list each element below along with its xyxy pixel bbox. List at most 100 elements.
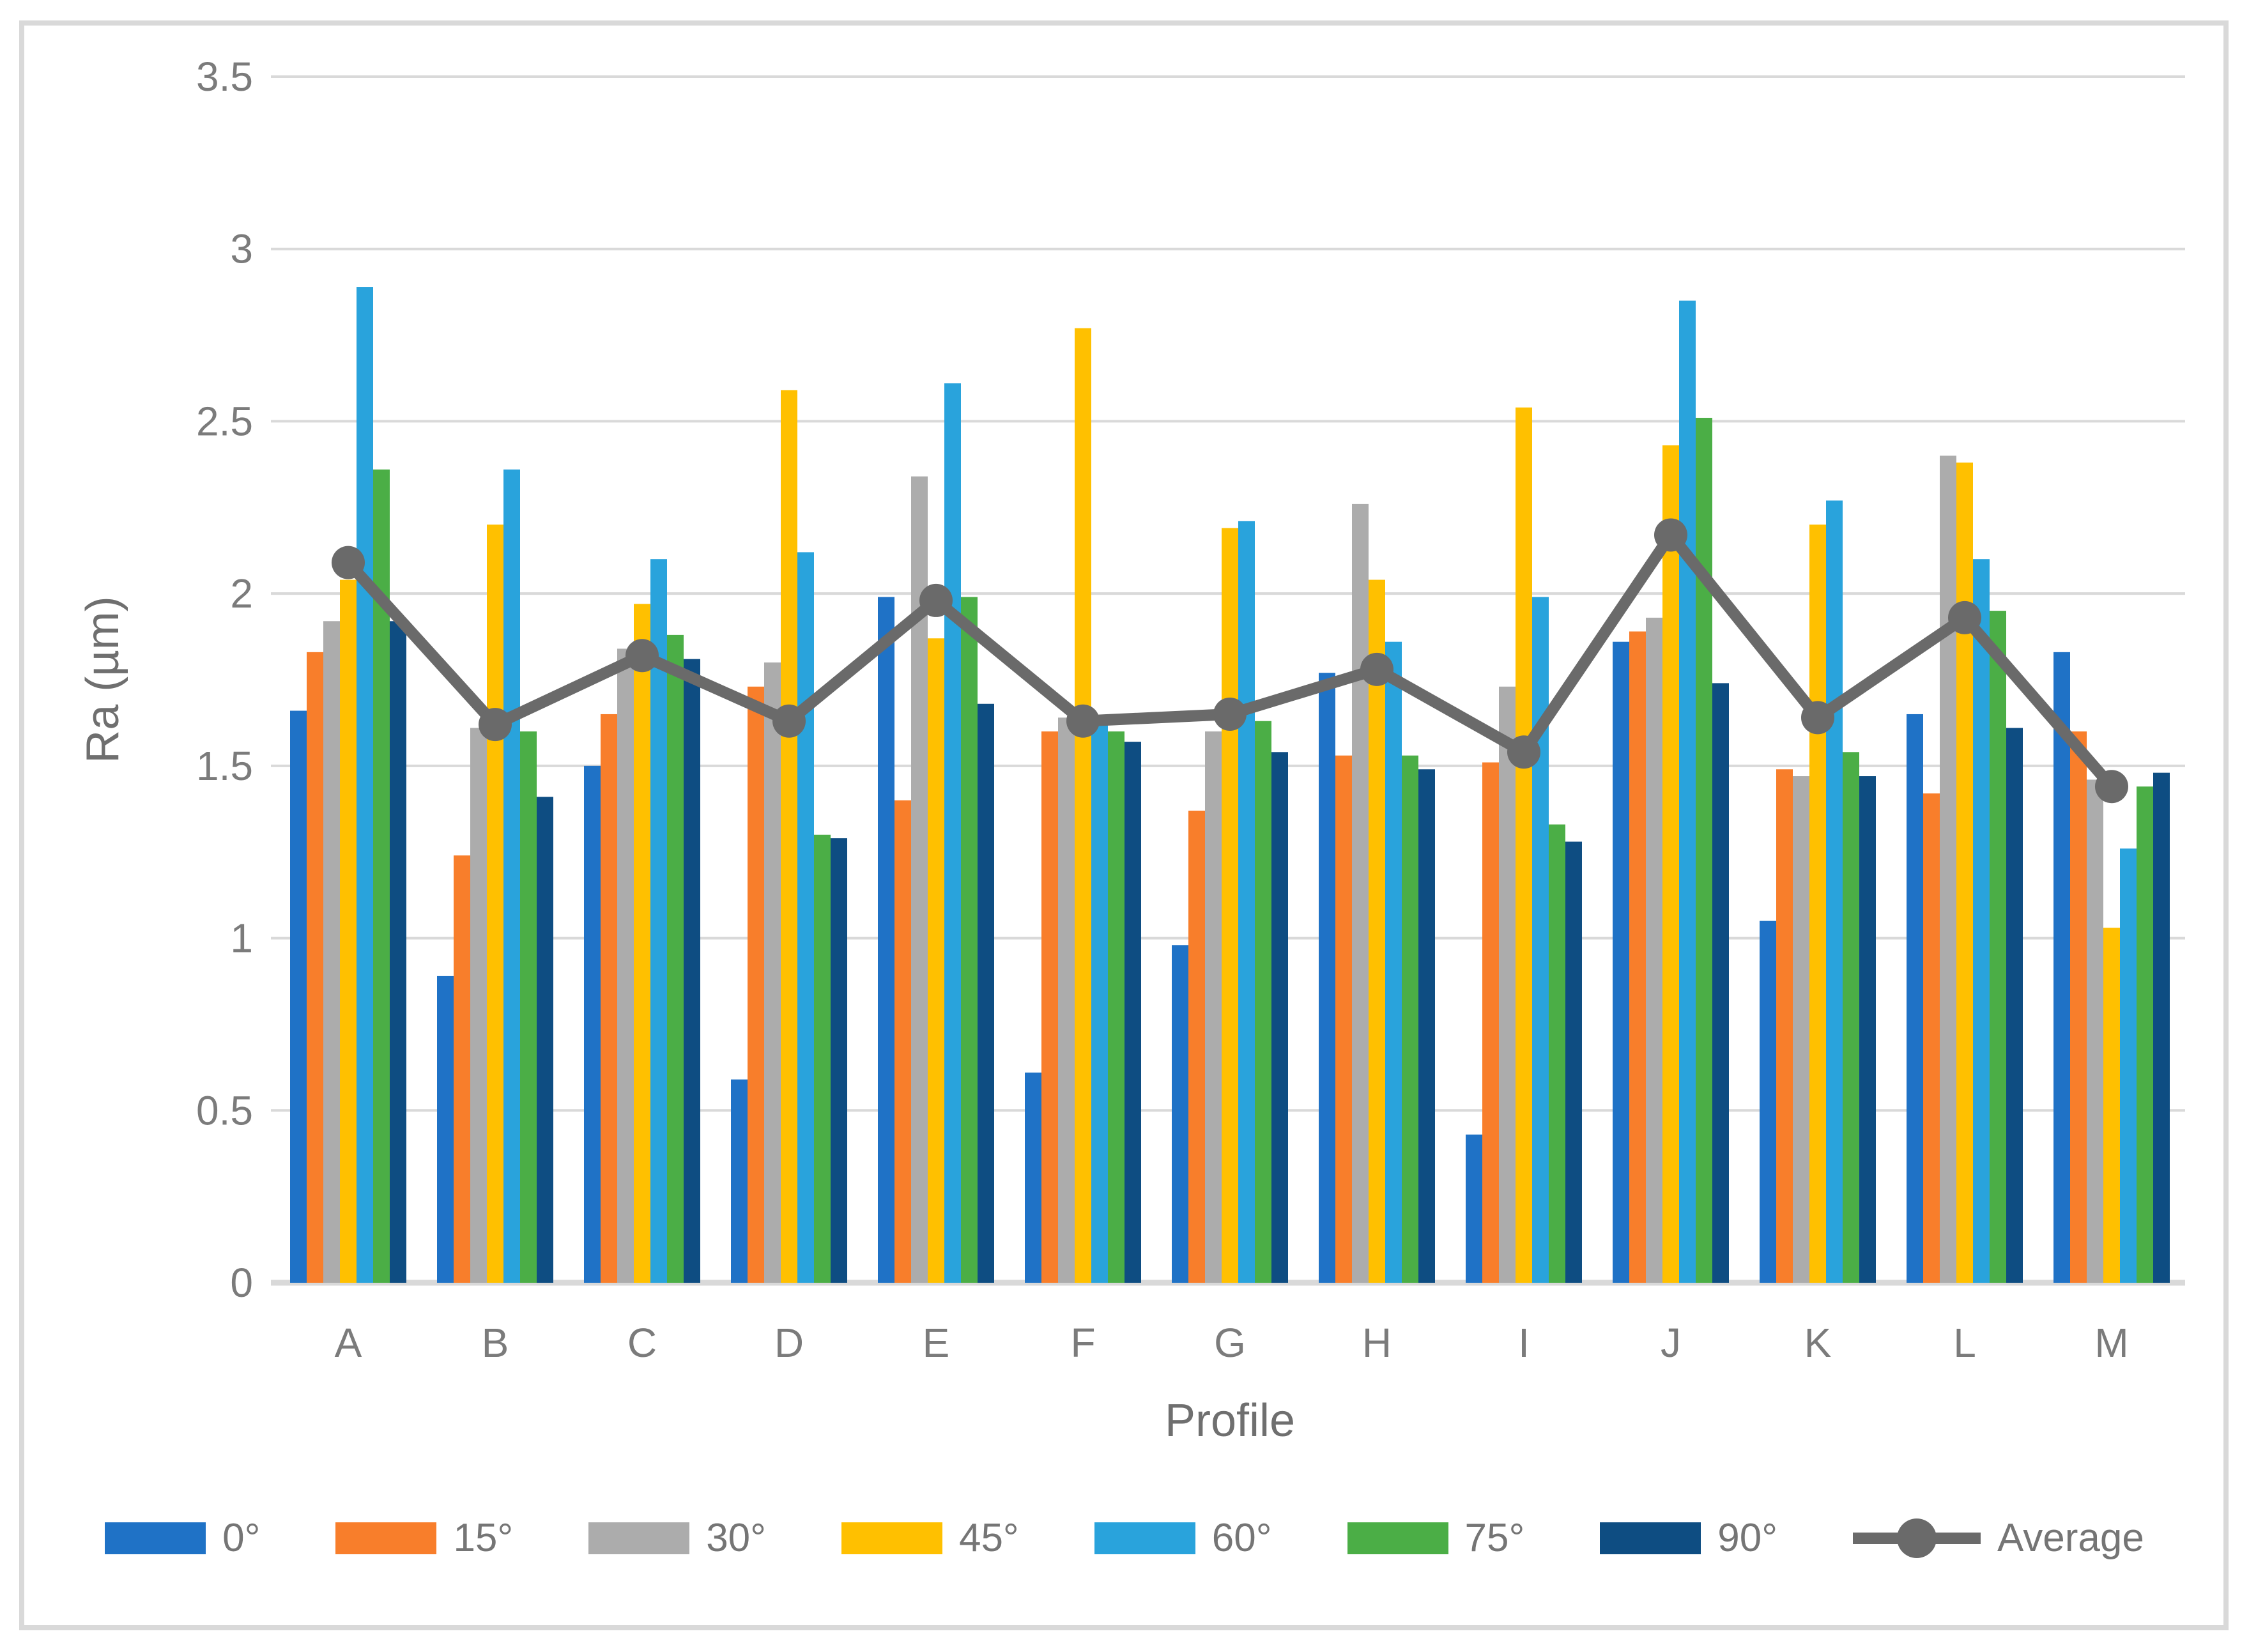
bar-30°-K bbox=[1793, 776, 1809, 1283]
bar-60°-H bbox=[1385, 641, 1402, 1283]
average-marker-K bbox=[1801, 701, 1834, 735]
x-category-label-C: C bbox=[627, 1320, 657, 1366]
bar-15°-I bbox=[1482, 762, 1499, 1283]
x-category-label-B: B bbox=[482, 1320, 509, 1366]
bar-15°-L bbox=[1923, 793, 1940, 1283]
x-category-label-G: G bbox=[1214, 1320, 1246, 1366]
y-tick-label: 3 bbox=[230, 226, 253, 272]
bar-45°-D bbox=[781, 390, 797, 1283]
y-tick-label: 1 bbox=[230, 915, 253, 961]
bar-15°-H bbox=[1335, 755, 1352, 1283]
bar-60°-M bbox=[2120, 848, 2137, 1283]
x-category-label-F: F bbox=[1070, 1320, 1095, 1366]
bar-75°-I bbox=[1549, 824, 1565, 1283]
bar-15°-G bbox=[1188, 810, 1205, 1283]
legend-item-60°: 60° bbox=[1094, 1515, 1272, 1561]
average-marker-F bbox=[1066, 704, 1100, 738]
bar-60°-K bbox=[1826, 500, 1843, 1283]
x-axis-title: Profile bbox=[1165, 1395, 1295, 1446]
legend-swatch-45° bbox=[841, 1522, 942, 1554]
legend-item-90°: 90° bbox=[1600, 1515, 1777, 1561]
bar-0°-E bbox=[878, 597, 894, 1283]
y-tick-labels: 0 0.5 1 1.5 2 2.5 3 3.5 bbox=[196, 54, 253, 1306]
bar-90°-B bbox=[537, 797, 553, 1283]
legend-swatch-90° bbox=[1600, 1522, 1701, 1554]
bar-30°-M bbox=[2087, 779, 2103, 1283]
legend-swatch-15° bbox=[335, 1522, 437, 1554]
average-marker-B bbox=[479, 708, 512, 742]
bar-15°-E bbox=[894, 800, 911, 1283]
bar-30°-A bbox=[323, 621, 340, 1283]
y-tick-label: 3.5 bbox=[196, 54, 253, 100]
bar-45°-E bbox=[928, 638, 944, 1283]
bar-45°-C bbox=[634, 604, 650, 1283]
legend-label-15°: 15° bbox=[453, 1516, 514, 1560]
y-tick-label: 0 bbox=[230, 1260, 253, 1306]
bar-60°-E bbox=[944, 383, 961, 1283]
legend-item-30°: 30° bbox=[588, 1515, 766, 1561]
bar-0°-G bbox=[1172, 945, 1188, 1283]
legend-swatch-30° bbox=[588, 1522, 690, 1554]
y-axis-title: Ra (µm) bbox=[77, 596, 128, 763]
bar-0°-L bbox=[1907, 714, 1923, 1283]
average-marker-J bbox=[1654, 518, 1687, 552]
x-category-label-L: L bbox=[1953, 1320, 1976, 1366]
legend-swatch-75° bbox=[1347, 1522, 1448, 1554]
bar-75°-C bbox=[667, 634, 684, 1283]
bar-90°-H bbox=[1418, 769, 1435, 1283]
bar-0°-A bbox=[290, 710, 307, 1283]
bar-60°-L bbox=[1973, 559, 1990, 1283]
bar-45°-H bbox=[1369, 579, 1385, 1283]
average-marker-E bbox=[919, 583, 953, 617]
bar-60°-A bbox=[357, 287, 373, 1283]
bars bbox=[290, 287, 2170, 1283]
bar-90°-L bbox=[2006, 728, 2023, 1283]
bar-45°-L bbox=[1956, 463, 1973, 1283]
bar-15°-M bbox=[2070, 731, 2087, 1283]
average-marker-I bbox=[1507, 735, 1540, 769]
bar-0°-F bbox=[1025, 1072, 1041, 1283]
y-tick-label: 0.5 bbox=[196, 1087, 253, 1133]
average-marker-M bbox=[2095, 770, 2128, 804]
x-category-label-K: K bbox=[1804, 1320, 1832, 1366]
legend-label-90°: 90° bbox=[1717, 1516, 1778, 1560]
bar-30°-J bbox=[1646, 617, 1662, 1283]
bar-30°-C bbox=[617, 648, 634, 1283]
bar-75°-J bbox=[1696, 418, 1712, 1283]
average-marker-A bbox=[332, 546, 365, 579]
average-line-series bbox=[332, 518, 2128, 804]
bar-75°-G bbox=[1255, 721, 1271, 1283]
bar-90°-K bbox=[1859, 776, 1876, 1283]
bar-75°-L bbox=[1990, 611, 2006, 1283]
legend-average-marker-icon bbox=[1853, 1518, 1981, 1559]
bar-45°-G bbox=[1222, 528, 1238, 1283]
bar-75°-H bbox=[1402, 755, 1418, 1283]
bar-90°-C bbox=[684, 659, 700, 1283]
bar-15°-D bbox=[748, 686, 764, 1283]
x-category-label-E: E bbox=[923, 1320, 950, 1366]
average-marker-C bbox=[626, 639, 659, 673]
bar-30°-G bbox=[1205, 731, 1222, 1283]
bar-90°-D bbox=[831, 838, 847, 1283]
bar-45°-I bbox=[1516, 407, 1532, 1283]
bar-60°-I bbox=[1532, 597, 1549, 1283]
legend-item-0°: 0° bbox=[105, 1515, 260, 1561]
bar-0°-K bbox=[1760, 921, 1776, 1283]
bar-90°-F bbox=[1124, 742, 1141, 1283]
average-marker-G bbox=[1213, 697, 1247, 731]
bar-0°-H bbox=[1319, 673, 1335, 1283]
y-tick-label: 2 bbox=[230, 570, 253, 616]
bar-90°-I bbox=[1565, 841, 1582, 1283]
bar-75°-M bbox=[2137, 786, 2153, 1283]
bar-30°-D bbox=[764, 662, 781, 1283]
legend-swatch-60° bbox=[1094, 1522, 1195, 1554]
bar-15°-K bbox=[1776, 769, 1793, 1283]
legend-label-0°: 0° bbox=[222, 1516, 261, 1560]
bar-30°-F bbox=[1058, 717, 1075, 1283]
bar-0°-C bbox=[584, 765, 601, 1283]
bar-45°-K bbox=[1809, 524, 1826, 1283]
bar-30°-I bbox=[1499, 686, 1516, 1283]
bar-30°-L bbox=[1940, 455, 1956, 1283]
y-tick-label: 2.5 bbox=[196, 398, 253, 444]
